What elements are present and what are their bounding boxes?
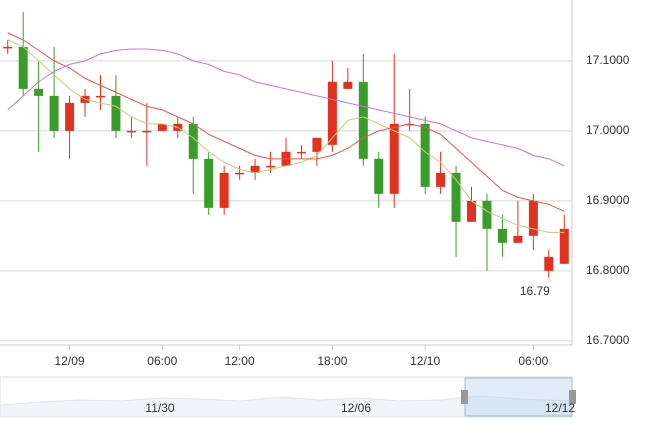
candle-body [528,200,538,236]
candle-body [219,172,229,208]
candle-body [204,158,214,208]
y-tick-label: 16.7000 [586,333,630,347]
candle-body [266,165,276,168]
x-tick-label: 12/10 [410,354,440,368]
navigator-handle[interactable] [569,390,576,404]
candle-body [497,228,507,243]
navigator-label: 11/30 [145,401,174,415]
navigator-label: 12/12 [545,401,575,415]
candle-body [188,123,198,159]
candle-body [126,130,136,133]
candle-body [18,46,28,89]
candle-body [157,123,167,131]
candle-body [312,137,322,152]
candle-body [513,235,523,243]
candle-body [420,123,430,187]
candle-body [467,200,477,222]
y-tick-label: 16.9000 [586,193,630,207]
candle-body [544,256,554,271]
candle-body [482,200,492,229]
x-tick-label: 12:00 [225,354,255,368]
y-tick-label: 17.1000 [586,53,630,67]
x-tick-label: 06:00 [147,354,177,368]
x-tick-label: 06:00 [518,354,548,368]
candle-body [405,123,415,126]
candle-body [374,158,384,194]
y-tick-label: 16.8000 [586,263,630,277]
candle-body [451,172,461,222]
min-label: 16.79 [520,284,550,298]
candle-body [65,102,75,131]
x-tick-label: 12/09 [55,354,85,368]
moving-average-line [7,48,565,167]
candle-body [436,172,446,187]
y-tick-label: 17.0000 [586,123,630,137]
candle-body [49,95,59,131]
candle-body [296,151,306,154]
candle-body [95,95,105,98]
candle-body [389,123,399,194]
moving-average-line [7,39,565,233]
navigator-label: 12/06 [341,401,371,415]
candle-body [235,172,245,175]
x-tick-label: 18:00 [317,354,347,368]
candle-body [3,46,13,49]
candle-body [142,130,152,133]
navigator-handle[interactable] [461,390,468,404]
candle-body [358,81,368,159]
candle-body [343,81,353,89]
candle-body [111,95,121,131]
moving-average-line [7,32,565,212]
candle-body [250,165,260,173]
candle-body [327,81,337,145]
candle-body [34,88,44,96]
candle-body [559,228,569,264]
